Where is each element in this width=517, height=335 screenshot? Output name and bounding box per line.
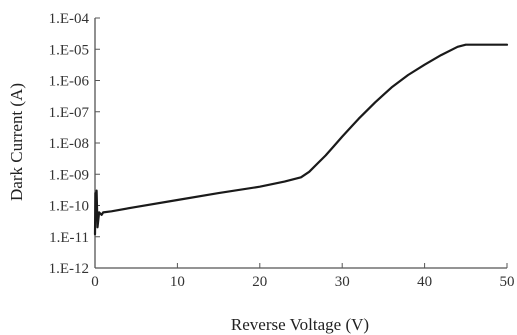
y-tick-label: 1.E-05 xyxy=(49,42,89,58)
x-tick-label: 30 xyxy=(335,274,350,290)
x-tick-label: 50 xyxy=(500,274,515,290)
y-tick-label: 1.E-11 xyxy=(49,230,89,246)
y-tick-label: 1.E-12 xyxy=(49,261,89,277)
x-tick-label: 20 xyxy=(252,274,267,290)
series-line-1 xyxy=(93,43,509,236)
y-tick-label: 1.E-10 xyxy=(49,199,89,215)
y-axis-title: Dark Current (A) xyxy=(7,83,26,201)
x-tick-label: 0 xyxy=(91,274,99,290)
y-tick-label: 1.E-04 xyxy=(49,11,90,27)
x-tick-label: 10 xyxy=(170,274,185,290)
y-tick-label: 1.E-07 xyxy=(49,105,90,121)
y-tick-label: 1.E-08 xyxy=(49,136,89,152)
y-tick-label: 1.E-09 xyxy=(49,167,89,183)
x-tick-label: 40 xyxy=(417,274,432,290)
axes xyxy=(94,18,507,269)
ticks: 1.E-12 1.E-11 1.E-10 1.E-09 1.E-08 1.E-07 1.E-… xyxy=(49,11,515,290)
x-axis-title: Reverse Voltage (V) xyxy=(231,315,369,334)
series-layer xyxy=(93,43,509,236)
y-tick-label: 1.E-06 xyxy=(49,74,90,90)
